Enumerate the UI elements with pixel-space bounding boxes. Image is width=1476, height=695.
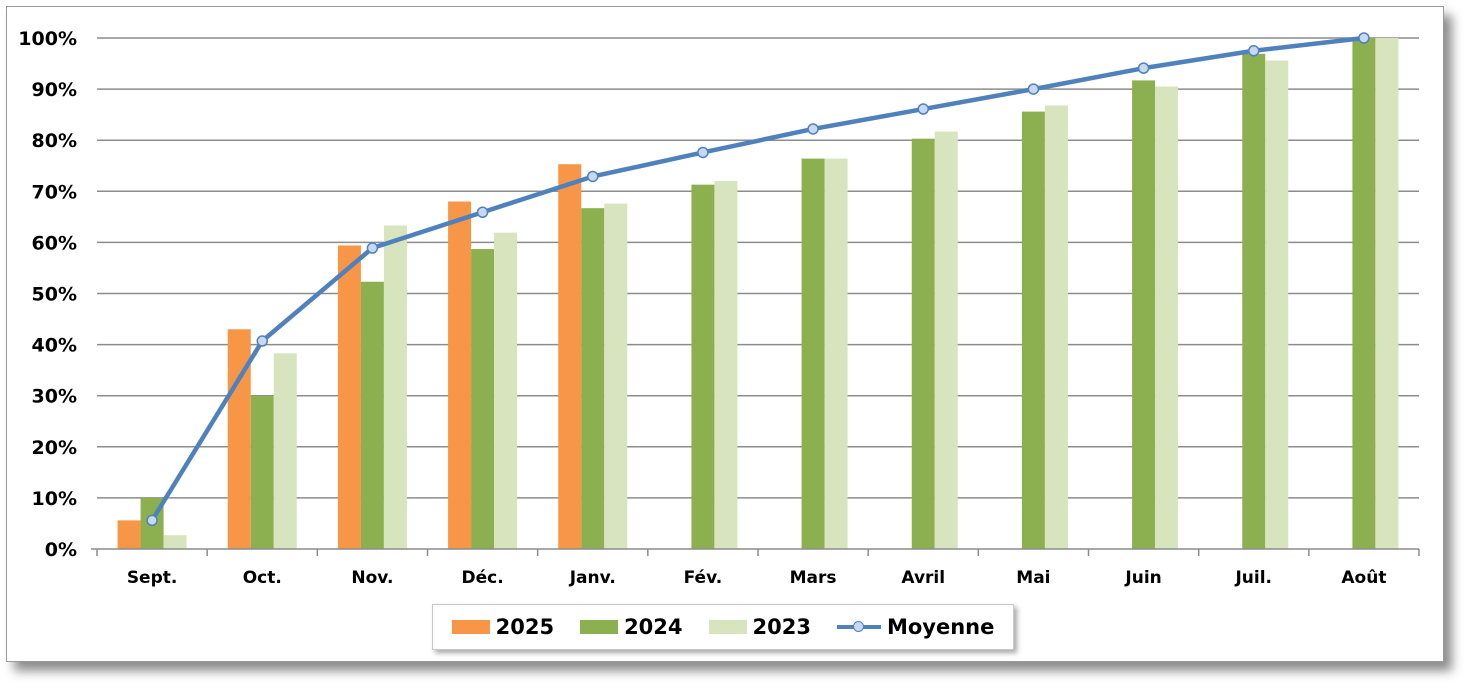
- x-tick-label: Oct.: [243, 568, 282, 588]
- legend-swatch-2025: [451, 620, 490, 634]
- legend-item-2025: 2025: [451, 615, 555, 639]
- y-tick-label: 30%: [32, 386, 77, 408]
- legend-line-moyenne: [836, 620, 881, 634]
- bar-2024: [801, 158, 825, 549]
- legend-label-2023: 2023: [752, 615, 811, 639]
- legend-swatch-2023: [708, 620, 747, 634]
- average-line: [146, 32, 1370, 527]
- bar-2024: [581, 208, 605, 549]
- legend-item-2024: 2024: [580, 615, 683, 639]
- x-tick-label: Mars: [790, 568, 837, 588]
- y-tick-label: 70%: [32, 181, 77, 203]
- x-tick-label: Nov.: [351, 568, 393, 588]
- average-point: [366, 242, 379, 254]
- bar-2024: [691, 184, 715, 550]
- legend-item-2023: 2023: [708, 615, 811, 639]
- legend-label-2025: 2025: [495, 615, 555, 639]
- x-tick-label: Mai: [1016, 568, 1050, 588]
- average-point: [587, 170, 599, 183]
- bar-2023: [163, 535, 187, 549]
- x-tick-label: Sept.: [127, 568, 178, 588]
- bar-2025: [117, 520, 141, 549]
- bar-2023: [1265, 60, 1289, 549]
- x-tick-label: Fév.: [684, 568, 723, 588]
- y-tick-label: 80%: [32, 130, 77, 152]
- x-axis: [91, 548, 1420, 556]
- x-tick-label: Avril: [901, 568, 945, 588]
- average-line-path: [150, 35, 1365, 522]
- bar-2023: [383, 225, 407, 550]
- average-point: [146, 514, 158, 527]
- bar-2023: [604, 203, 628, 549]
- average-point: [256, 335, 268, 347]
- average-point: [1358, 32, 1370, 44]
- legend-swatch-2024: [580, 620, 619, 634]
- bar-2023: [273, 353, 297, 549]
- bar-2024: [471, 249, 495, 549]
- gridlines: [97, 37, 1419, 499]
- legend-label-2024: 2024: [624, 615, 683, 639]
- bar-2023: [1375, 38, 1399, 549]
- average-point: [1027, 83, 1040, 95]
- bar-2023: [824, 158, 848, 549]
- legend-item-moyenne: Moyenne: [836, 615, 995, 639]
- bar-2024: [1242, 53, 1266, 549]
- x-tick-label: Juil.: [1234, 568, 1272, 588]
- y-tick-label: 90%: [32, 79, 77, 101]
- bar-2025: [558, 164, 582, 550]
- y-tick-label: 50%: [32, 284, 77, 306]
- average-point: [807, 123, 819, 135]
- legend: 2025 2024 2023 Moyenne: [432, 604, 1014, 650]
- average-point: [476, 206, 489, 219]
- bar-2023: [714, 181, 738, 549]
- x-axis-labels: Sept. Oct. Nov. Déc. Janv. Fév. Mars Avril Mai Ju…: [127, 568, 1387, 588]
- legend-label-moyenne: Moyenne: [886, 615, 995, 639]
- y-tick-label: 10%: [32, 488, 77, 510]
- average-point: [697, 146, 709, 159]
- bar-2025: [337, 245, 361, 549]
- bars: [117, 38, 1399, 550]
- bar-2024: [1352, 38, 1376, 549]
- bar-2023: [1044, 105, 1068, 550]
- bar-2024: [250, 395, 274, 549]
- average-point: [1248, 45, 1260, 57]
- x-tick-label: Déc.: [461, 568, 503, 588]
- x-tick-label: Août: [1341, 568, 1386, 588]
- bar-2024: [1132, 80, 1156, 550]
- bar-2025: [448, 201, 472, 549]
- bar-2023: [1155, 86, 1179, 550]
- bar-2023: [494, 232, 518, 550]
- bar-2023: [934, 131, 958, 549]
- y-tick-label: 20%: [32, 437, 77, 459]
- bar-2024: [1021, 111, 1045, 550]
- y-tick-label: 100%: [18, 28, 77, 50]
- x-tick-label: Juin: [1124, 568, 1161, 588]
- average-point: [917, 103, 929, 115]
- y-tick-label: 60%: [32, 232, 77, 254]
- y-axis-labels: 0% 10% 20% 30% 40% 50% 60% 70% 80% 90% 100%: [18, 28, 77, 561]
- x-tick-label: Janv.: [569, 568, 616, 588]
- y-tick-label: 0%: [45, 539, 77, 561]
- average-point: [1137, 62, 1150, 74]
- bar-2024: [360, 281, 384, 549]
- y-tick-label: 40%: [32, 335, 77, 357]
- bar-2024: [911, 138, 935, 550]
